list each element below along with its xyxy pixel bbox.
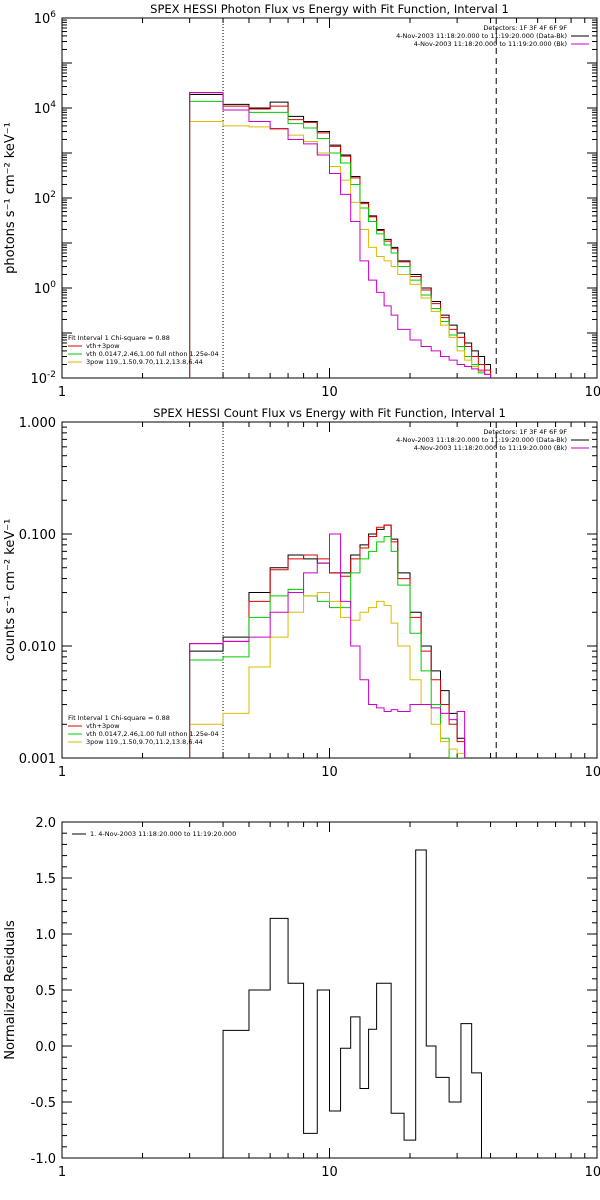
series-line-3 (189, 535, 465, 758)
y-tick-base: 10 (34, 282, 51, 297)
y-tick-label: 0.0 (35, 1040, 56, 1055)
y-tick-base: 10 (34, 192, 51, 207)
y-axis-label: counts s⁻¹ cm⁻² keV⁻¹ (3, 519, 18, 662)
series-line-5 (189, 92, 492, 378)
legend-top-entry: 4-Nov-2003 11:18:20.000 to 11:19:20.000 … (414, 40, 567, 48)
y-tick-exponent: 6 (50, 10, 56, 20)
x-tick-label: 1 (58, 385, 66, 400)
y-tick-exponent: 2 (50, 190, 56, 200)
y-axis-label: photons s⁻¹ cm⁻² keV⁻¹ (3, 122, 18, 274)
y-tick-label: 100 (34, 280, 57, 297)
legend-bottom-entry: 3pow 119.,1.50,9.70,11.2,13.8,6.44 (86, 738, 203, 746)
legend-bottom-entry: 3pow 119.,1.50,9.70,11.2,13.8,6.44 (86, 358, 203, 366)
series-line-2 (189, 92, 492, 378)
y-tick-label: -1.0 (31, 1152, 56, 1167)
x-tick-label: 10 (321, 765, 338, 780)
y-tick-label: 2.0 (35, 816, 56, 831)
y-tick-label: 102 (34, 190, 56, 207)
legend-bottom-entry: vth 0.0147,2.46,1.00 full nthon 1.25e-04 (86, 350, 219, 358)
y-tick-base: 10 (30, 372, 47, 387)
legend-bottom-entry: Fit Interval 1 Chi-square = 0.88 (68, 334, 170, 342)
legend-top-entry: 4-Nov-2003 11:18:20.000 to 11:19:20.000 … (414, 444, 567, 452)
x-tick-label: 1 (58, 1165, 66, 1180)
y-tick-label: -0.5 (31, 1096, 56, 1111)
y-tick-exponent: 0 (50, 280, 56, 290)
series-line-5 (189, 533, 466, 758)
chart-title: SPEX HESSI Count Flux vs Energy with Fit… (153, 406, 506, 420)
series-group (222, 849, 482, 1158)
legend-entry: 1. 4-Nov-2003 11:18:20.000 to 11:19:20.0… (90, 830, 236, 838)
series-line-3 (189, 100, 492, 378)
panel-2: 1 10 100 0.001 0.010 0.100 1.000 SPEX HESSI Cou… (3, 406, 600, 780)
y-tick-label: 0.100 (19, 528, 56, 543)
y-tick-label: 104 (34, 100, 57, 117)
y-tick-label: 106 (34, 10, 57, 27)
series-group (189, 92, 492, 378)
y-tick-label: 0.010 (19, 640, 56, 655)
x-tick-label: 100 (585, 765, 600, 780)
series-line-2 (189, 524, 466, 758)
series-line-1 (189, 524, 466, 758)
y-axis-label: Normalized Residuals (3, 920, 18, 1060)
chart-title: SPEX HESSI Photon Flux vs Energy with Fi… (150, 2, 509, 16)
legend-bottom-entry: Fit Interval 1 Chi-square = 0.88 (68, 714, 170, 722)
x-tick-label: 1 (58, 765, 66, 780)
y-tick-label: 1.5 (35, 872, 56, 887)
series-group (189, 524, 466, 758)
y-tick-label: 0.5 (35, 984, 56, 999)
legend-top-entry: 4-Nov-2003 11:18:20.000 to 11:19:20.000 … (396, 436, 567, 444)
x-tick-label: 100 (585, 385, 600, 400)
series-line-4 (189, 592, 466, 758)
y-tick-base: 10 (34, 102, 51, 117)
legend-bottom-entry: vth 0.0147,2.46,1.00 full nthon 1.25e-04 (86, 730, 219, 738)
series-line-1 (222, 849, 482, 1158)
legend-top-entry: Detectors: 1F 3F 4F 6F 9F (483, 24, 567, 32)
x-tick-label: 10 (321, 1165, 338, 1180)
y-tick-label: 10-2 (30, 370, 56, 387)
y-tick-exponent: -2 (47, 370, 56, 380)
y-tick-label: 1.000 (19, 416, 56, 431)
series-line-1 (189, 93, 492, 378)
x-tick-label: 10 (321, 385, 338, 400)
legend-top-entry: 4-Nov-2003 11:18:20.000 to 11:19:20.000 … (396, 32, 567, 40)
plot-frame (61, 17, 598, 379)
legend-top-entry: Detectors: 1F 3F 4F 6F 9F (483, 428, 567, 436)
y-tick-label: 1.0 (35, 928, 56, 943)
plot-frame (61, 421, 598, 759)
x-tick-label: 100 (585, 1165, 600, 1180)
panel-3: 1 10 100 -1.0 -0.5 0.0 0.5 1.0 1.5 2.0 Normalized … (3, 816, 600, 1180)
y-tick-base: 10 (34, 12, 51, 27)
y-tick-label: 0.001 (19, 752, 56, 767)
legend-bottom-entry: vth+3pow (86, 722, 120, 730)
y-tick-exponent: 4 (50, 100, 56, 110)
legend-bottom-entry: vth+3pow (86, 342, 120, 350)
